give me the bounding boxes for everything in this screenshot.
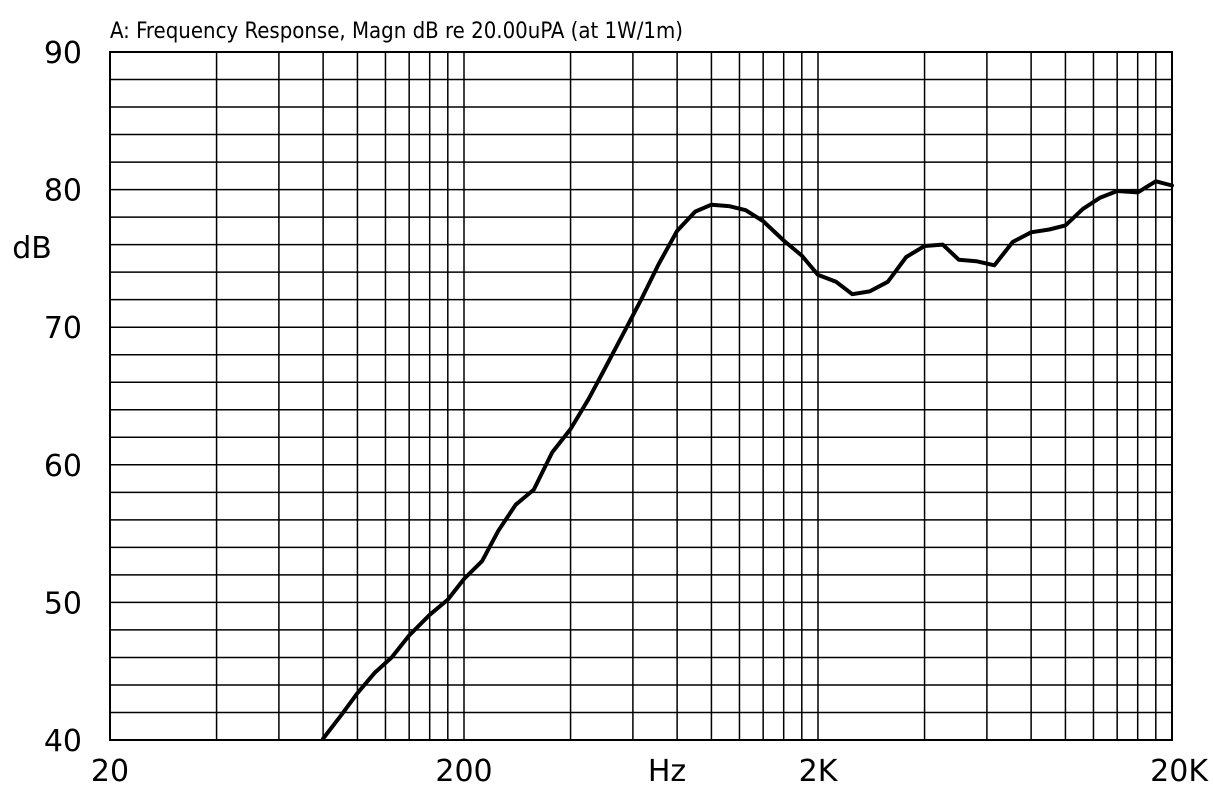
plot-frame bbox=[109, 51, 1173, 741]
x-tick-label: 2K bbox=[799, 754, 839, 784]
chart-title: A: Frequency Response, Magn dB re 20.00u… bbox=[110, 19, 683, 44]
x-axis-label: Hz bbox=[648, 754, 686, 784]
series-line bbox=[321, 179, 1174, 741]
x-tick-label: 20 bbox=[91, 754, 129, 784]
y-axis-label: dB bbox=[12, 231, 52, 266]
y-tick-label: 80 bbox=[44, 174, 82, 209]
y-tick-label: 60 bbox=[44, 449, 82, 484]
x-tick-label: 200 bbox=[435, 754, 492, 784]
grid bbox=[110, 52, 1172, 740]
y-tick-label: 90 bbox=[44, 36, 82, 71]
y-tick-label: 70 bbox=[44, 311, 82, 346]
y-tick-label: 40 bbox=[44, 724, 82, 759]
y-tick-label: 50 bbox=[44, 586, 82, 621]
series-layer bbox=[321, 179, 1174, 741]
tick-labels: 40 50 60 70 80 90 20 200 2K 20K bbox=[44, 36, 1210, 789]
x-tick-label: 20K bbox=[1150, 754, 1209, 784]
